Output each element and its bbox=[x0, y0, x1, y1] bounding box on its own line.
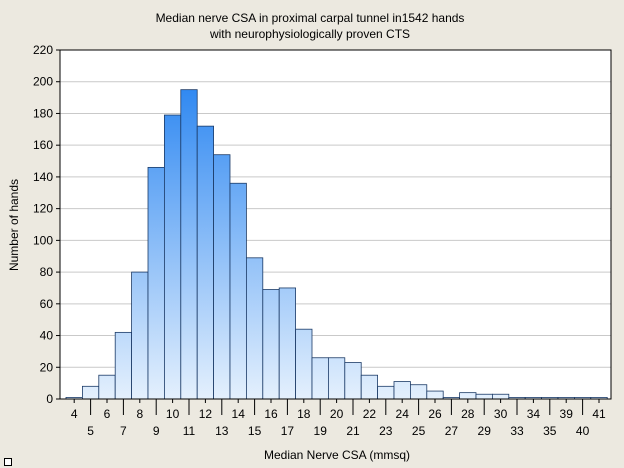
x-tick-label: 24 bbox=[396, 407, 410, 421]
x-tick-label: 22 bbox=[363, 407, 377, 421]
x-tick-label: 40 bbox=[576, 424, 590, 438]
x-tick-label: 8 bbox=[136, 407, 143, 421]
x-tick-label: 5 bbox=[87, 424, 94, 438]
histogram-bar bbox=[114, 331, 132, 400]
x-tick-label: 33 bbox=[510, 424, 524, 438]
x-tick-label: 21 bbox=[346, 424, 360, 438]
plot-frame bbox=[59, 49, 612, 400]
x-axis-label: Median Nerve CSA (mmsq) bbox=[264, 448, 410, 462]
x-tick-label: 29 bbox=[478, 424, 492, 438]
y-tick-label: 80 bbox=[40, 265, 54, 279]
corner-marker bbox=[4, 458, 12, 466]
x-tick-label: 7 bbox=[120, 424, 127, 438]
y-tick-label: 220 bbox=[33, 43, 53, 57]
histogram-bar bbox=[377, 385, 395, 400]
chart-subtitle: with neurophysiologically proven CTS bbox=[209, 27, 410, 41]
histogram-bar bbox=[426, 390, 444, 400]
y-tick-label: 100 bbox=[33, 233, 53, 247]
histogram-bar bbox=[82, 385, 100, 400]
x-tick-label: 10 bbox=[166, 407, 180, 421]
x-tick-label: 41 bbox=[592, 407, 606, 421]
histogram-bar bbox=[262, 289, 280, 400]
chart-title: Median nerve CSA in proximal carpal tunn… bbox=[156, 11, 465, 25]
histogram-bar bbox=[311, 357, 329, 400]
histogram-bar bbox=[163, 114, 182, 400]
y-tick-label: 200 bbox=[33, 75, 53, 89]
x-tick-label: 11 bbox=[183, 424, 196, 438]
x-tick-label: 28 bbox=[461, 407, 475, 421]
histogram-bar bbox=[491, 393, 510, 400]
y-tick-label: 40 bbox=[40, 329, 54, 343]
x-tick-label: 34 bbox=[527, 407, 541, 421]
x-tick-label: 27 bbox=[445, 424, 459, 438]
histogram-bar bbox=[131, 271, 149, 400]
x-tick-label: 14 bbox=[232, 407, 246, 421]
x-tick-label: 15 bbox=[248, 424, 262, 438]
x-tick-label: 19 bbox=[314, 424, 328, 438]
histogram-bar bbox=[196, 125, 214, 400]
histogram-bar bbox=[409, 384, 428, 400]
x-tick-label: 13 bbox=[215, 424, 229, 438]
histogram-bar bbox=[295, 328, 313, 400]
y-tick-label: 20 bbox=[40, 360, 54, 374]
histogram-bar bbox=[245, 257, 264, 400]
x-tick-label: 6 bbox=[104, 407, 111, 421]
histogram-bar bbox=[327, 357, 346, 400]
y-tick-label: 120 bbox=[33, 202, 53, 216]
histogram-bar bbox=[278, 287, 297, 400]
x-tick-label: 25 bbox=[412, 424, 426, 438]
x-tick-label: 9 bbox=[153, 424, 160, 438]
histogram-bar bbox=[213, 154, 231, 400]
y-tick-label: 60 bbox=[40, 297, 54, 311]
x-tick-label: 30 bbox=[494, 407, 508, 421]
histogram-bar bbox=[344, 362, 362, 400]
histogram-bar bbox=[229, 182, 247, 400]
y-tick-label: 0 bbox=[46, 392, 53, 406]
y-axis-label: Number of hands bbox=[7, 179, 21, 271]
x-tick-label: 12 bbox=[199, 407, 213, 421]
x-tick-label: 18 bbox=[297, 407, 311, 421]
x-tick-label: 20 bbox=[330, 407, 344, 421]
histogram-bar bbox=[360, 374, 379, 400]
y-tick-label: 160 bbox=[33, 138, 53, 152]
x-tick-label: 4 bbox=[71, 407, 78, 421]
x-tick-label: 23 bbox=[379, 424, 393, 438]
histogram-bar bbox=[98, 374, 116, 400]
y-tick-label: 180 bbox=[33, 106, 53, 120]
y-tick-label: 140 bbox=[33, 170, 53, 184]
histogram-bar bbox=[147, 166, 165, 400]
histogram-bar bbox=[459, 392, 477, 400]
histogram-bar bbox=[393, 381, 411, 400]
x-tick-label: 26 bbox=[428, 407, 442, 421]
x-tick-label: 16 bbox=[264, 407, 278, 421]
x-tick-label: 17 bbox=[281, 424, 295, 438]
histogram-bar bbox=[180, 89, 198, 400]
x-tick-label: 35 bbox=[543, 424, 557, 438]
histogram-bar bbox=[475, 393, 493, 400]
x-tick-label: 39 bbox=[560, 407, 574, 421]
